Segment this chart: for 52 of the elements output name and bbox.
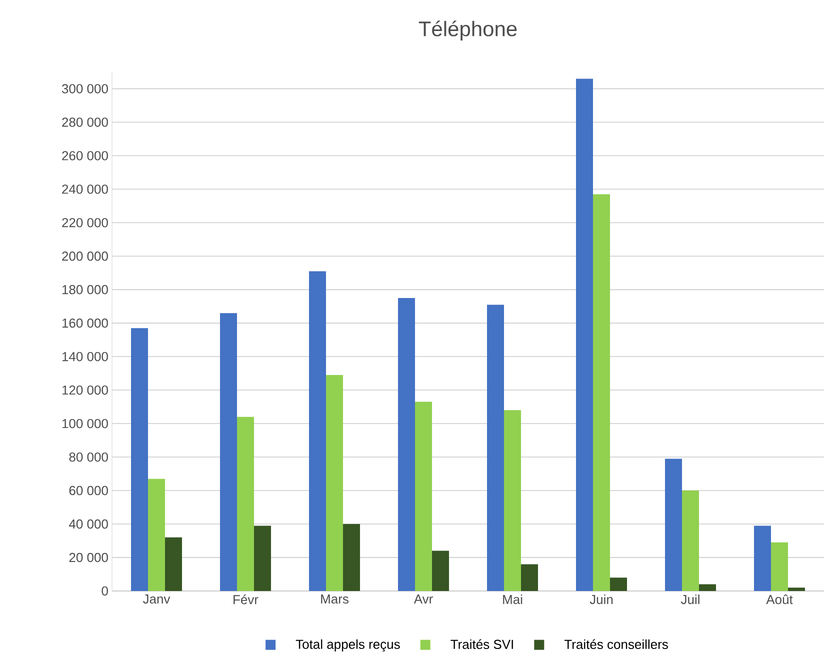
y-tick-label: 200 000 (62, 252, 108, 261)
bar (131, 328, 148, 591)
y-tick-label: 140 000 (62, 352, 108, 362)
y-tick-label: 180 000 (62, 285, 108, 294)
legend-label: Traités conseillers (564, 639, 668, 649)
bar (254, 526, 271, 591)
y-tick-label: 220 000 (62, 218, 108, 228)
bar (343, 524, 360, 591)
x-tick-label: Juin (590, 594, 613, 604)
legend-label: Traités SVI (450, 639, 513, 649)
x-tick-label: Juil (680, 594, 700, 604)
bar (487, 304, 504, 591)
bar (610, 578, 627, 591)
bar (415, 402, 432, 591)
bar (326, 375, 344, 591)
y-tick-label: 20 000 (69, 552, 108, 562)
bar (770, 542, 788, 591)
bar (682, 490, 699, 591)
bar (665, 458, 682, 591)
bar (576, 78, 593, 591)
bar (698, 584, 716, 591)
y-tick-label: 260 000 (62, 151, 108, 160)
bar (148, 478, 166, 591)
bar (165, 537, 182, 591)
bar (432, 550, 449, 591)
bar (754, 526, 771, 591)
x-tick-label: Mars (321, 594, 348, 604)
x-tick-label: Avr (414, 594, 433, 604)
x-tick-label: Août (766, 594, 793, 604)
bar (220, 313, 238, 591)
bar (592, 194, 610, 591)
y-tick-label: 240 000 (62, 184, 108, 194)
y-tick-label: 300 000 (62, 84, 108, 94)
y-tick-label: 80 000 (69, 452, 108, 462)
chart-title: Téléphone (418, 20, 517, 40)
x-tick-label: Févr (234, 594, 258, 604)
y-tick-label: 60 000 (69, 486, 108, 496)
y-tick-label: 120 000 (62, 385, 108, 395)
y-tick-label: 280 000 (62, 118, 108, 127)
legend-label: Total appels reçus (296, 639, 400, 652)
y-tick-label: 100 000 (62, 418, 108, 428)
bar (788, 588, 805, 591)
bar (521, 564, 538, 591)
y-tick-label: 160 000 (62, 318, 108, 328)
y-tick-label: 40 000 (69, 519, 108, 529)
bar (309, 271, 326, 591)
bar (237, 416, 254, 591)
x-tick-label: Janv (142, 594, 170, 604)
bar (398, 298, 415, 591)
y-tick-label: 0 (102, 586, 108, 596)
bar (504, 410, 521, 591)
x-tick-label: Mai (503, 594, 522, 604)
